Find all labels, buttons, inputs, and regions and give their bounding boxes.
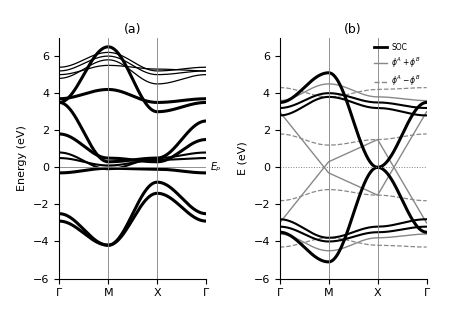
Text: Eₚ: Eₚ xyxy=(210,162,221,172)
Y-axis label: E (eV): E (eV) xyxy=(238,141,248,175)
Title: (b): (b) xyxy=(344,23,362,36)
Y-axis label: Energy (eV): Energy (eV) xyxy=(18,125,27,191)
Title: (a): (a) xyxy=(124,23,141,36)
Legend: SOC, $\phi^A+\phi^B$, $\phi^A-\phi^B$: SOC, $\phi^A+\phi^B$, $\phi^A-\phi^B$ xyxy=(372,41,423,90)
